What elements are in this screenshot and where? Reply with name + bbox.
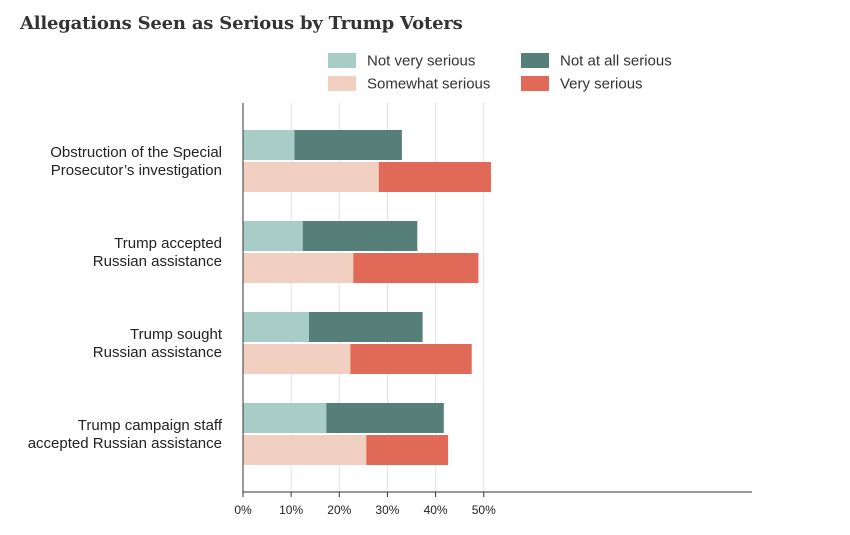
bar-segment (243, 435, 367, 465)
x-tick-label: 20% (327, 503, 351, 517)
legend-swatch (521, 53, 549, 68)
bar-segment (366, 435, 449, 465)
chart-title: Allegations Seen as Serious by Trump Vot… (20, 13, 463, 34)
bar-segment (353, 253, 479, 283)
bar-segment (243, 221, 303, 251)
x-tick-label: 0% (234, 503, 252, 517)
legend-label: Not at all serious (560, 53, 672, 70)
bar-segment (350, 344, 472, 374)
bar-segment (243, 403, 327, 433)
x-tick-label: 10% (279, 503, 303, 517)
bar-segment (294, 130, 402, 160)
category-label: Trump accepted (114, 235, 222, 252)
category-label: Trump sought (130, 326, 223, 343)
x-tick-label: 40% (424, 503, 448, 517)
bar-segment (326, 403, 444, 433)
legend-swatch (521, 76, 549, 91)
bar-segment (243, 130, 295, 160)
bar-segment (243, 312, 309, 342)
bar-segment (243, 162, 379, 192)
bar-segment (378, 162, 491, 192)
bar-segment (308, 312, 423, 342)
category-label: Russian assistance (93, 344, 222, 361)
legend-label: Very serious (560, 76, 643, 93)
legend-swatch (328, 53, 356, 68)
category-label: accepted Russian assistance (28, 435, 222, 452)
legend-label: Not very serious (367, 53, 475, 70)
bar-segment (302, 221, 418, 251)
legend-item: Very serious (521, 76, 643, 93)
legend-item: Not very serious (328, 53, 475, 70)
category-label: Russian assistance (93, 253, 222, 270)
bar-segment (243, 253, 354, 283)
legend-swatch (328, 76, 356, 91)
legend-label: Somewhat serious (367, 76, 490, 93)
x-tick-label: 50% (472, 503, 496, 517)
category-label: Obstruction of the Special (50, 144, 222, 161)
bar-segment (243, 344, 351, 374)
category-label: Prosecutor’s investigation (51, 162, 222, 179)
legend-item: Not at all serious (521, 53, 672, 70)
legend-item: Somewhat serious (328, 76, 490, 93)
x-tick-label: 30% (375, 503, 399, 517)
category-label: Trump campaign staff (78, 417, 223, 434)
